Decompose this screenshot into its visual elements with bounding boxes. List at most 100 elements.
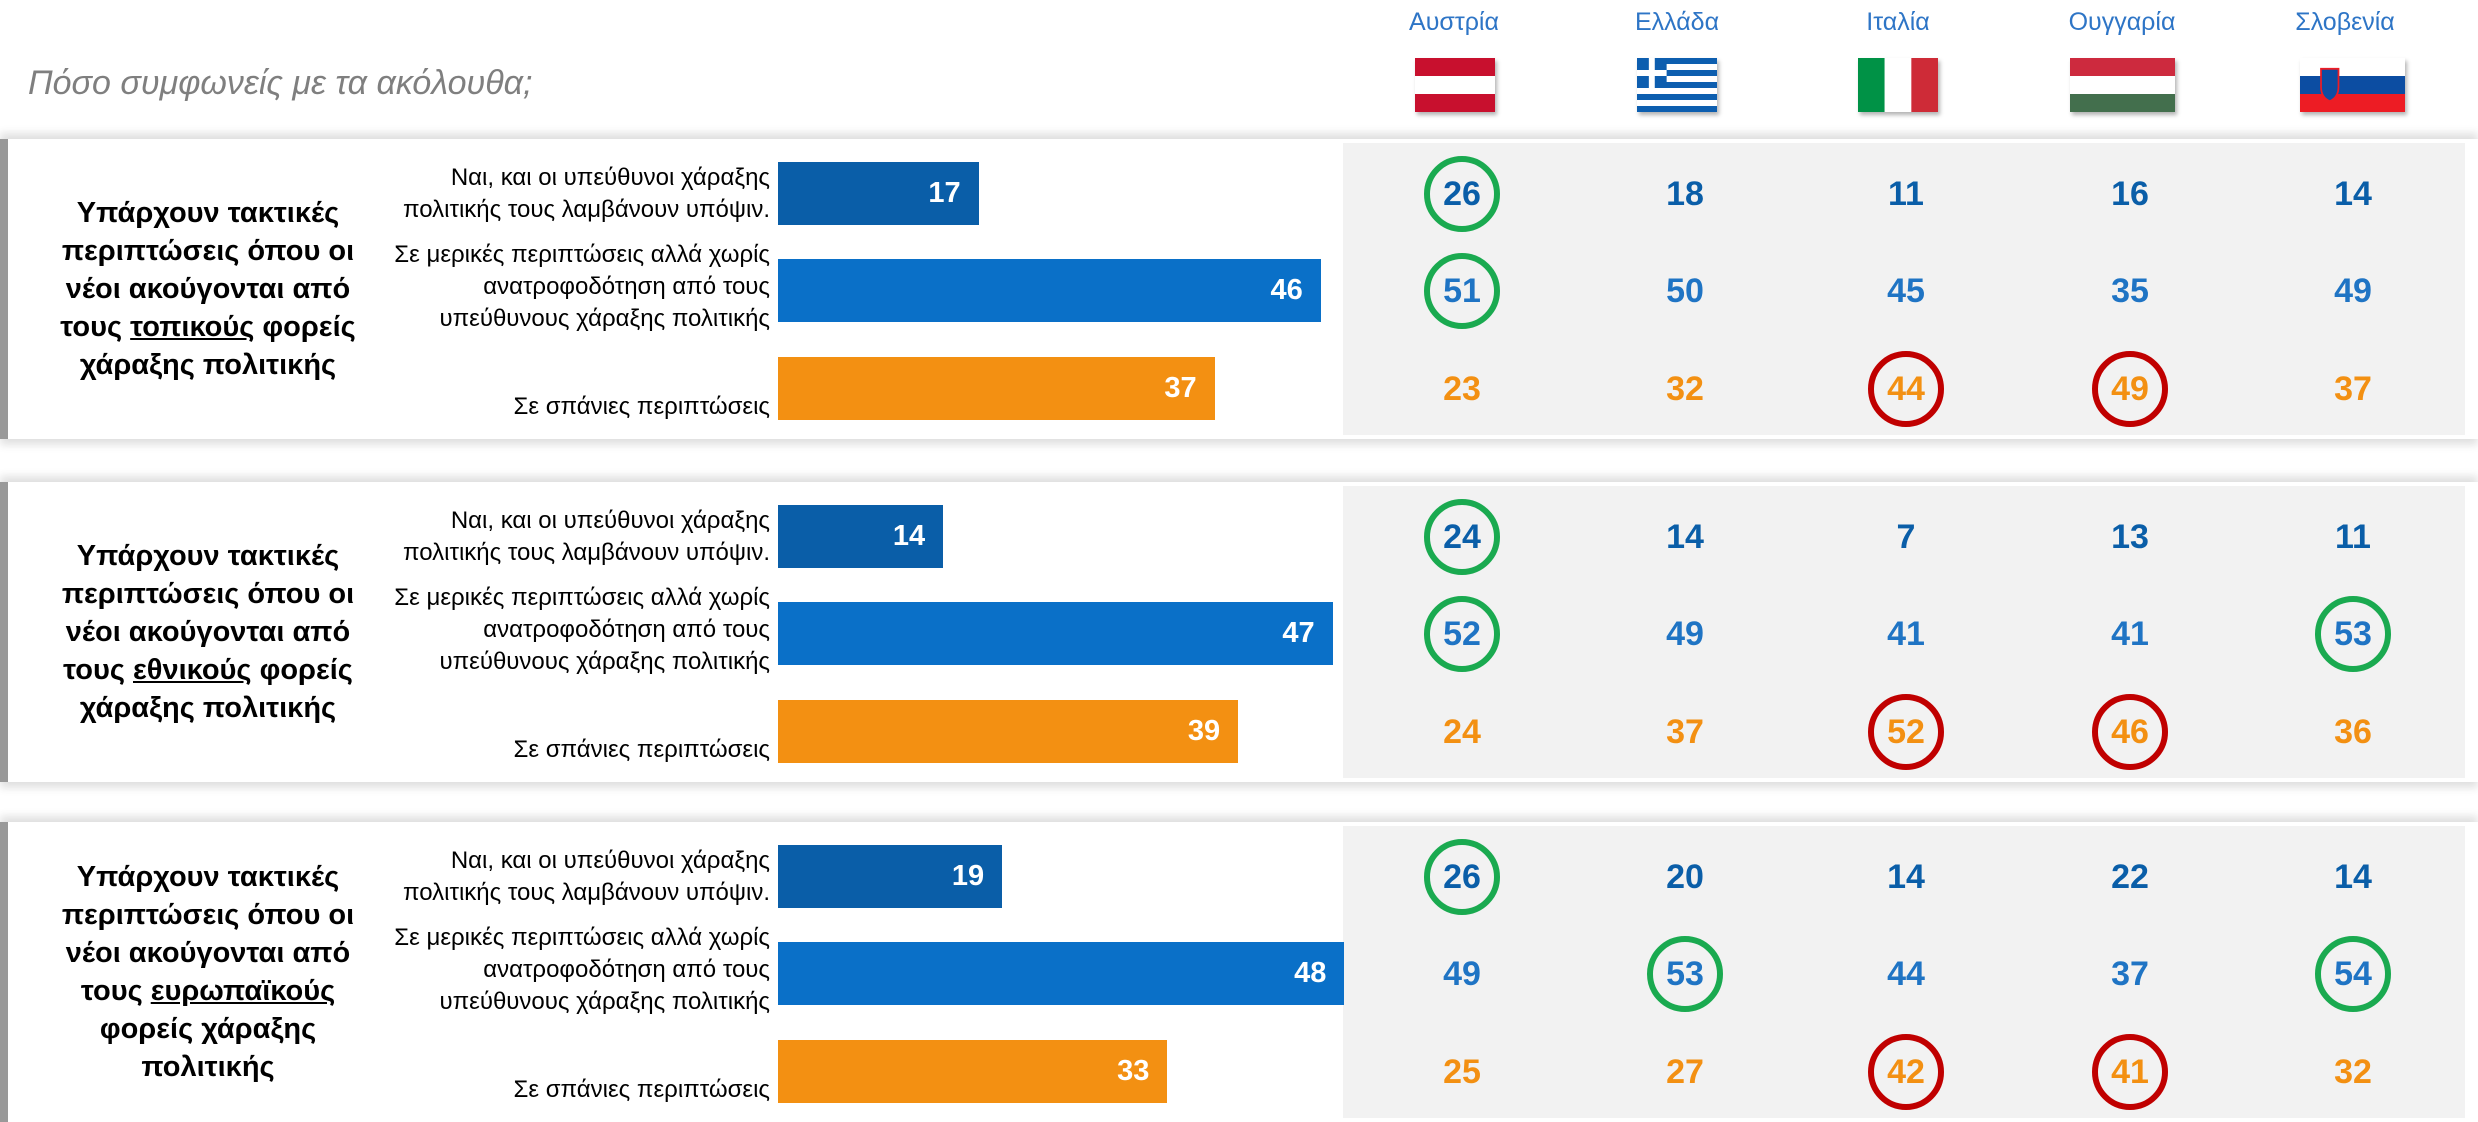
category-label: Σε μερικές περιπτώσεις αλλά χωρίς ανατρο… — [394, 924, 770, 1015]
country-value: 18 — [1666, 175, 1704, 213]
bar-value: 47 — [1282, 617, 1315, 649]
country-value: 14 — [2334, 858, 2372, 896]
country-value: 32 — [1666, 370, 1704, 408]
country-value: 37 — [2111, 955, 2149, 993]
country-value: 13 — [2111, 518, 2149, 556]
panel: Υπάρχουν τακτικές περιπτώσεις όπου οι νέ… — [0, 139, 2478, 439]
title: Πόσο συμφωνείς με τα ακόλουθα; — [28, 64, 533, 102]
question: Υπάρχουν τακτικές περιπτώσεις όπου οι νέ… — [58, 537, 358, 727]
country-value: 14 — [2334, 175, 2372, 213]
country-value: 49 — [1666, 615, 1704, 653]
country-value: 51 — [1443, 272, 1481, 310]
highlight-circle — [2315, 596, 2391, 672]
country-value: 26 — [1443, 858, 1481, 896]
flag-slovenia — [2300, 58, 2405, 112]
country-value: 44 — [1887, 955, 1925, 993]
bar: 48 — [778, 942, 1345, 1005]
highlight-circle — [2092, 351, 2168, 427]
bar: 17 — [778, 162, 979, 225]
highlight-circle — [1424, 499, 1500, 575]
country-name: Ιταλία — [1866, 8, 1930, 36]
category-label: Σε μερικές περιπτώσεις αλλά χωρίς ανατρο… — [394, 241, 770, 332]
country-name: Σλοβενία — [2295, 8, 2395, 36]
country-value: 14 — [1666, 518, 1704, 556]
question-text: Υπάρχουν τακτικές περιπτώσεις όπου οι νέ… — [61, 861, 355, 1007]
flag-hungary — [2070, 58, 2175, 112]
question-box: Υπάρχουν τακτικές περιπτώσεις όπου οι νέ… — [8, 822, 408, 1122]
bar: 47 — [778, 602, 1333, 665]
country-value: 37 — [1666, 713, 1704, 751]
bar-value: 14 — [892, 520, 926, 552]
question-keyword: ευρωπαϊκούς — [150, 975, 336, 1007]
panel: Υπάρχουν τακτικές περιπτώσεις όπου οι νέ… — [0, 822, 2478, 1122]
country-value: 53 — [1666, 955, 1704, 993]
country-value: 26 — [1443, 175, 1481, 213]
country-value: 52 — [1887, 713, 1925, 751]
country-value: 24 — [1443, 518, 1481, 556]
category-label: Ναι, και οι υπεύθυνοι χάραξης πολιτικής … — [403, 507, 770, 566]
country-value: 44 — [1887, 370, 1925, 408]
bar: 46 — [778, 259, 1321, 322]
country-value: 36 — [2334, 713, 2372, 751]
country-value: 27 — [1666, 1053, 1704, 1091]
country-value: 25 — [1443, 1053, 1481, 1091]
highlight-circle — [2092, 694, 2168, 770]
bar-value: 33 — [1117, 1055, 1150, 1087]
question-text: Υπάρχουν τακτικές περιπτώσεις όπου οι νέ… — [61, 540, 355, 686]
country-name: Αυστρία — [1409, 8, 1499, 36]
bar: 14 — [778, 505, 944, 568]
bar-value: 17 — [928, 177, 961, 209]
country-value: 11 — [1888, 175, 1924, 213]
country-value: 49 — [1443, 955, 1481, 993]
highlight-circle — [2092, 1034, 2168, 1110]
category-label: Σε μερικές περιπτώσεις αλλά χωρίς ανατρο… — [394, 584, 770, 675]
highlight-circle — [1424, 253, 1500, 329]
country-value: 41 — [2111, 1053, 2149, 1091]
question-keyword: εθνικούς — [133, 654, 252, 686]
bar: 39 — [778, 700, 1239, 763]
question: Υπάρχουν τακτικές περιπτώσεις όπου οι νέ… — [58, 858, 358, 1086]
country-value: 41 — [2111, 615, 2149, 653]
country-value: 54 — [2334, 955, 2372, 993]
country-value: 24 — [1443, 713, 1481, 751]
country-value: 46 — [2111, 713, 2149, 751]
bar-value: 46 — [1270, 274, 1303, 306]
bar: 37 — [778, 357, 1215, 420]
country-value: 14 — [1887, 858, 1925, 896]
highlight-circle — [1868, 351, 1944, 427]
country-name: Ελλάδα — [1634, 8, 1720, 36]
panel: Υπάρχουν τακτικές περιπτώσεις όπου οι νέ… — [0, 482, 2478, 782]
bar-value: 39 — [1187, 715, 1221, 747]
question-text: φορείς χάραξης πολιτικής — [79, 311, 356, 381]
question-box: Υπάρχουν τακτικές περιπτώσεις όπου οι νέ… — [8, 139, 408, 439]
bar-value: 37 — [1164, 372, 1197, 404]
country-value: 16 — [2111, 175, 2149, 213]
highlight-circle — [1424, 156, 1500, 232]
highlight-circle — [2315, 936, 2391, 1012]
flag-greece — [1637, 58, 1717, 112]
question-keyword: τοπικούς — [130, 311, 255, 343]
country-value: 53 — [2334, 615, 2372, 653]
country-value: 37 — [2334, 370, 2372, 408]
flag-italy — [1858, 58, 1938, 112]
highlight-circle — [1424, 596, 1500, 672]
country-value: 49 — [2111, 370, 2149, 408]
country-value: 7 — [1896, 518, 1916, 556]
country-value: 23 — [1443, 370, 1481, 408]
bar: 19 — [778, 845, 1003, 908]
country-value: 32 — [2334, 1053, 2372, 1091]
bar-value: 19 — [951, 860, 985, 892]
country-value: 20 — [1666, 858, 1704, 896]
country-value: 22 — [2111, 858, 2149, 896]
question: Υπάρχουν τακτικές περιπτώσεις όπου οι νέ… — [58, 194, 358, 384]
country-value: 52 — [1443, 615, 1481, 653]
category-label: Σε σπάνιες περιπτώσεις — [513, 393, 770, 420]
highlight-circle — [1868, 694, 1944, 770]
question-text: φορείς χάραξης πολιτικής — [99, 1013, 317, 1083]
category-label: Σε σπάνιες περιπτώσεις — [513, 1076, 770, 1103]
question-text: φορείς χάραξης πολιτικής — [79, 654, 353, 724]
highlight-circle — [1868, 1034, 1944, 1110]
country-value: 49 — [2334, 272, 2372, 310]
country-value: 50 — [1666, 272, 1704, 310]
